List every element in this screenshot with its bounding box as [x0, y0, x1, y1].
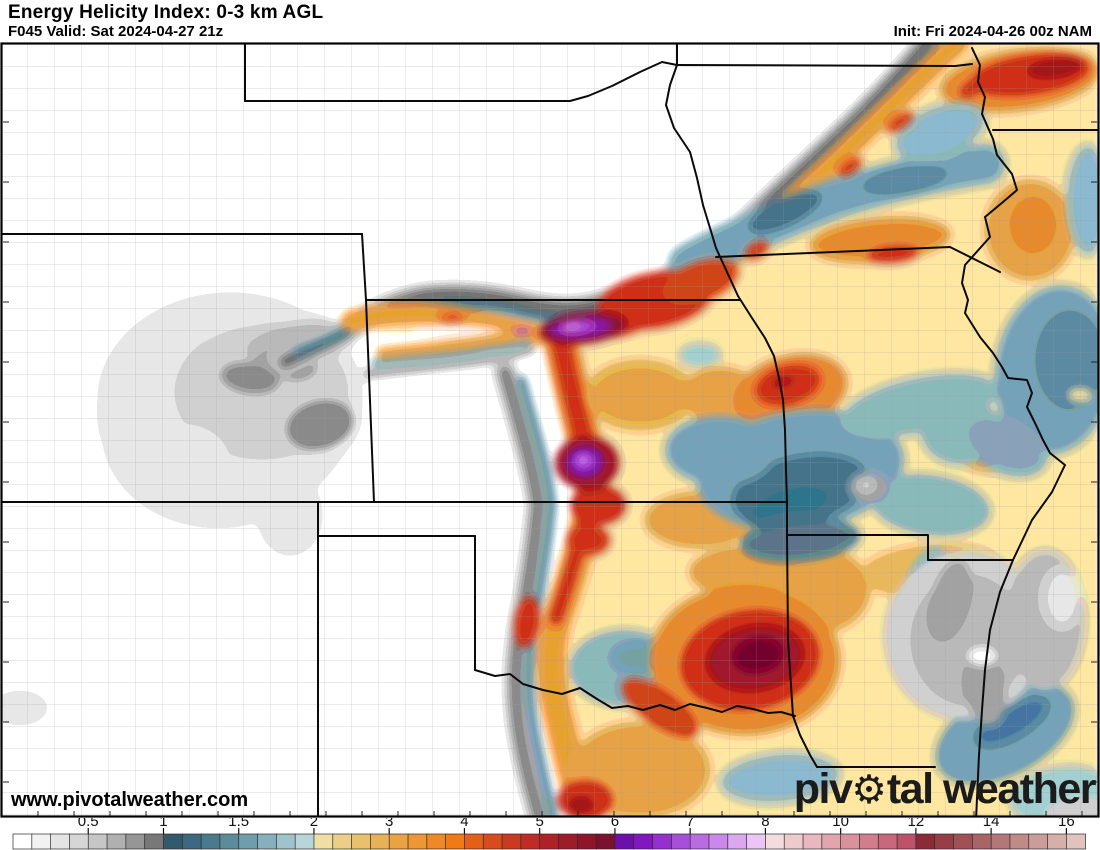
colorbar-cell: [501, 833, 522, 850]
colorbar-cell: [87, 833, 108, 850]
map-frame: [0, 42, 1100, 818]
colorbar-cell: [1047, 833, 1068, 850]
colorbar-tick-label: 4: [460, 818, 468, 830]
colorbar-tick-label: 3: [385, 818, 393, 830]
colorbar-tick-label: 1: [159, 818, 167, 830]
colorbar-cell: [971, 833, 992, 850]
colorbar-cell: [877, 833, 898, 850]
colorbar-cell: [31, 833, 52, 850]
state-border: [361, 233, 367, 301]
colorbar-tick-label: 12: [908, 818, 925, 830]
colorbar-cell: [840, 833, 861, 850]
colorbar-cell: [181, 833, 202, 850]
colorbar-tick-label: 16: [1058, 818, 1075, 830]
colorbar-cell: [539, 833, 560, 850]
colorbar-cell: [934, 833, 955, 850]
colorbar-cell: [1066, 833, 1086, 850]
colorbar-cell: [614, 833, 635, 850]
colorbar-tick-label: 10: [832, 818, 849, 830]
state-border: [786, 534, 794, 717]
colorbar-cell: [558, 833, 578, 850]
colorbar-cell: [332, 833, 353, 850]
state-border: [786, 534, 1014, 561]
logo-text-pre: piv: [793, 765, 853, 813]
colorbar-cell: [670, 833, 691, 850]
colorbar-cell: [12, 833, 33, 850]
gear-icon: ⚙: [851, 767, 887, 813]
forecast-valid-label: F045 Valid: Sat 2024-04-27 21z: [8, 23, 224, 40]
colorbar-cell: [163, 833, 183, 850]
colorbar-cell: [746, 833, 767, 850]
colorbar-cell: [407, 833, 428, 850]
colorbar-tick-label: 5: [536, 818, 544, 830]
colorbar-cell: [200, 833, 221, 850]
forecast-map: [0, 42, 1100, 818]
colorbar-cell: [595, 833, 616, 850]
colorbar-tick-label: 2: [310, 818, 318, 830]
state-border: [676, 63, 973, 67]
colorbar-cell: [953, 833, 974, 850]
state-border: [244, 61, 678, 102]
colorbar-cell: [482, 833, 503, 850]
pivotal-weather-logo: piv⚙tal weather: [793, 765, 1097, 813]
colorbar-tick-label: 7: [686, 818, 694, 830]
colorbar-cell: [520, 833, 541, 850]
state-border: [715, 246, 1001, 273]
colorbar-cell: [275, 833, 296, 850]
colorbar-cell: [144, 833, 165, 850]
colorbar-cell: [106, 833, 127, 850]
colorbar-cell: [765, 833, 785, 850]
colorbar-cell: [464, 833, 484, 850]
county-grid: [2, 44, 1098, 816]
ehi-map-canvas: [0, 42, 1100, 818]
colorbar-cell: [689, 833, 710, 850]
colorbar-cell: [426, 833, 447, 850]
state-border: [474, 669, 796, 717]
colorbar-cell: [294, 833, 315, 850]
colorbar-cell: [1009, 833, 1030, 850]
colorbar-tick-label: 1.5: [228, 818, 249, 830]
colorbar-cell: [896, 833, 917, 850]
colorbar: 0.5 1 1.5 2 3 4 5 6 7 8 10 12 14 16: [0, 813, 1100, 850]
colorbar-cell: [50, 833, 71, 850]
colorbar-cell: [727, 833, 748, 850]
colorbar-cell: [313, 833, 334, 850]
colorbar-cell: [125, 833, 146, 850]
colorbar-cell: [445, 833, 466, 850]
state-border: [792, 715, 818, 768]
colorbar-cell: [238, 833, 259, 850]
colorbar-cell: [708, 833, 729, 850]
colorbar-cell: [69, 833, 89, 850]
colorbar-tick-label: 6: [611, 818, 619, 830]
colorbar-cell: [370, 833, 390, 850]
model-init-label: Init: Fri 2024-04-26 00z NAM: [893, 23, 1092, 40]
colorbar-cell: [633, 833, 654, 850]
colorbar-cell: [821, 833, 842, 850]
state-border: [365, 299, 375, 503]
colorbar-cell: [388, 833, 409, 850]
colorbar-tick-label: 14: [983, 818, 1000, 830]
page-title: Energy Helicity Index: 0-3 km AGL: [8, 2, 324, 23]
colorbar-tick-label: 0.5: [78, 818, 99, 830]
colorbar-cell: [802, 833, 823, 850]
state-border: [961, 47, 1066, 816]
colorbar-cell: [257, 833, 278, 850]
colorbar-cell: [652, 833, 673, 850]
state-borders: [2, 44, 1098, 816]
colorbar-cell: [219, 833, 240, 850]
colorbar-cell: [990, 833, 1011, 850]
colorbar-cell: [1028, 833, 1049, 850]
colorbar-cell: [576, 833, 597, 850]
colorbar-scale: 0.5 1 1.5 2 3 4 5 6 7 8 10 12 14 16: [12, 813, 1086, 850]
colorbar-cell: [859, 833, 879, 850]
colorbar-cell: [783, 833, 804, 850]
colorbar-tick-label: 8: [761, 818, 769, 830]
state-border: [665, 64, 788, 503]
colorbar-cell: [915, 833, 936, 850]
watermark-url: www.pivotalweather.com: [11, 789, 249, 811]
colorbar-cell: [351, 833, 372, 850]
logo-text-post: tal weather: [886, 765, 1097, 813]
